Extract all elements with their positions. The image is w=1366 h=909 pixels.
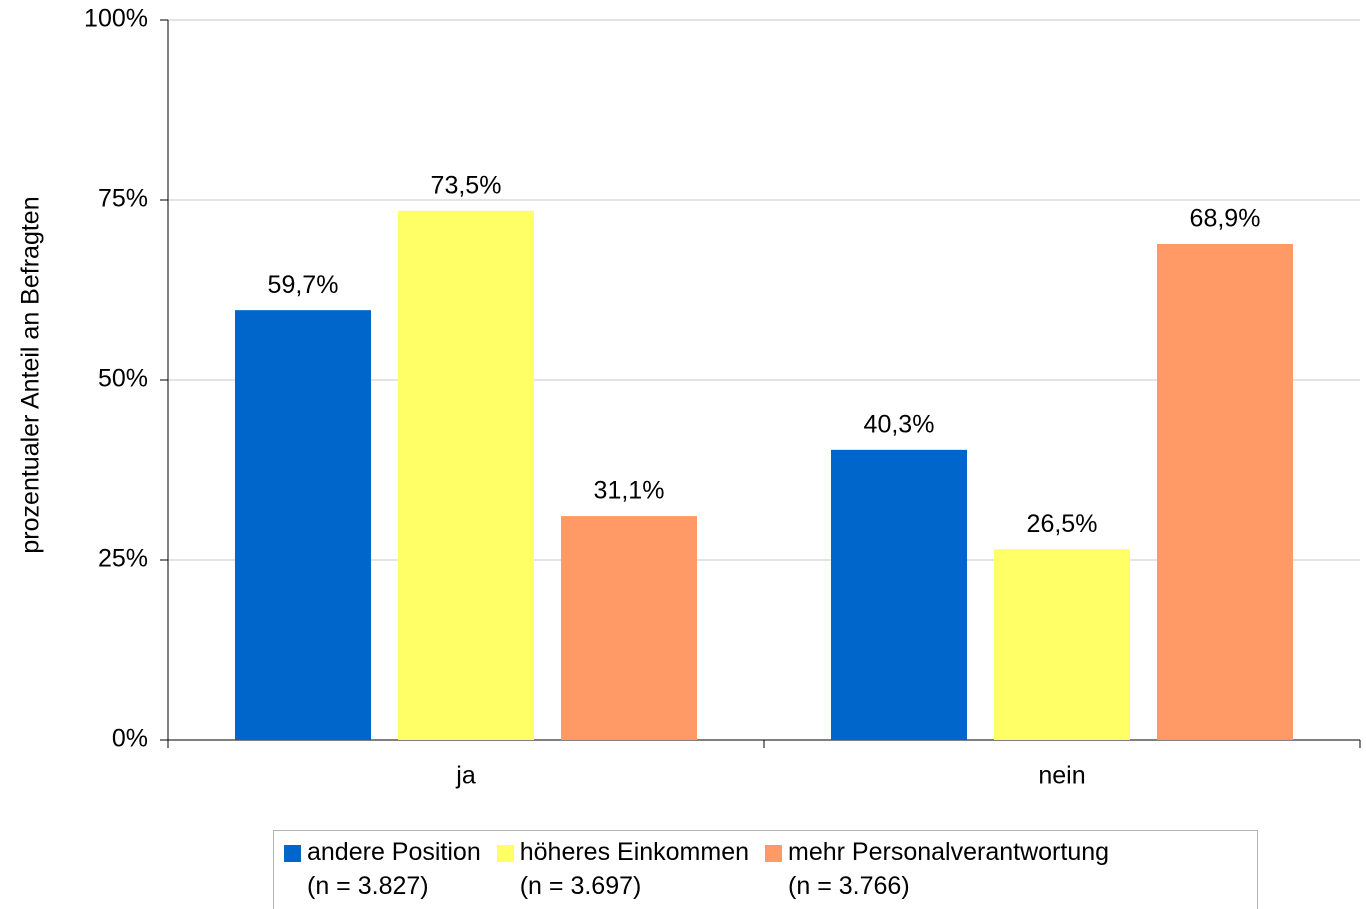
bar [561,516,697,740]
y-axis-label: prozentualer Anteil an Befragten [17,196,45,553]
data-label: 68,9% [1190,205,1261,233]
bar [235,310,371,740]
chart: prozentualer Anteil an Befragten 0% 25% 50… [17,5,1361,790]
y-tick-label: 100% [84,5,148,33]
bar [398,210,534,741]
y-tick-label: 50% [98,365,148,393]
y-tick-label: 25% [98,545,148,573]
legend-label: mehr Personalverantwortung (n = 3.766) [788,838,1110,900]
bar [994,549,1130,740]
data-label: 40,3% [864,410,935,438]
legend: andere Position (n = 3.827) höheres Einko… [273,830,1258,909]
legend-item: mehr Personalverantwortung (n = 3.766) [765,838,1109,909]
legend-item: andere Position (n = 3.827) [284,838,481,909]
legend-label: andere Position (n = 3.827) [307,838,481,900]
y-tick-label: 0% [112,725,148,753]
bar [831,449,967,740]
data-label: 26,5% [1027,510,1098,538]
legend-swatch [496,845,514,862]
x-tick-label: ja [455,762,476,790]
legend-swatch [765,845,783,862]
y-tick-label: 75% [98,185,148,213]
legend-swatch [284,845,301,862]
bar [1157,243,1293,741]
data-label: 31,1% [594,477,665,505]
data-label: 59,7% [268,271,339,299]
legend-label: höheres Einkommen (n = 3.697) [519,838,750,900]
data-label: 73,5% [431,171,502,199]
legend-item: höheres Einkommen (n = 3.697) [496,838,749,909]
x-tick-label: nein [1038,762,1085,790]
